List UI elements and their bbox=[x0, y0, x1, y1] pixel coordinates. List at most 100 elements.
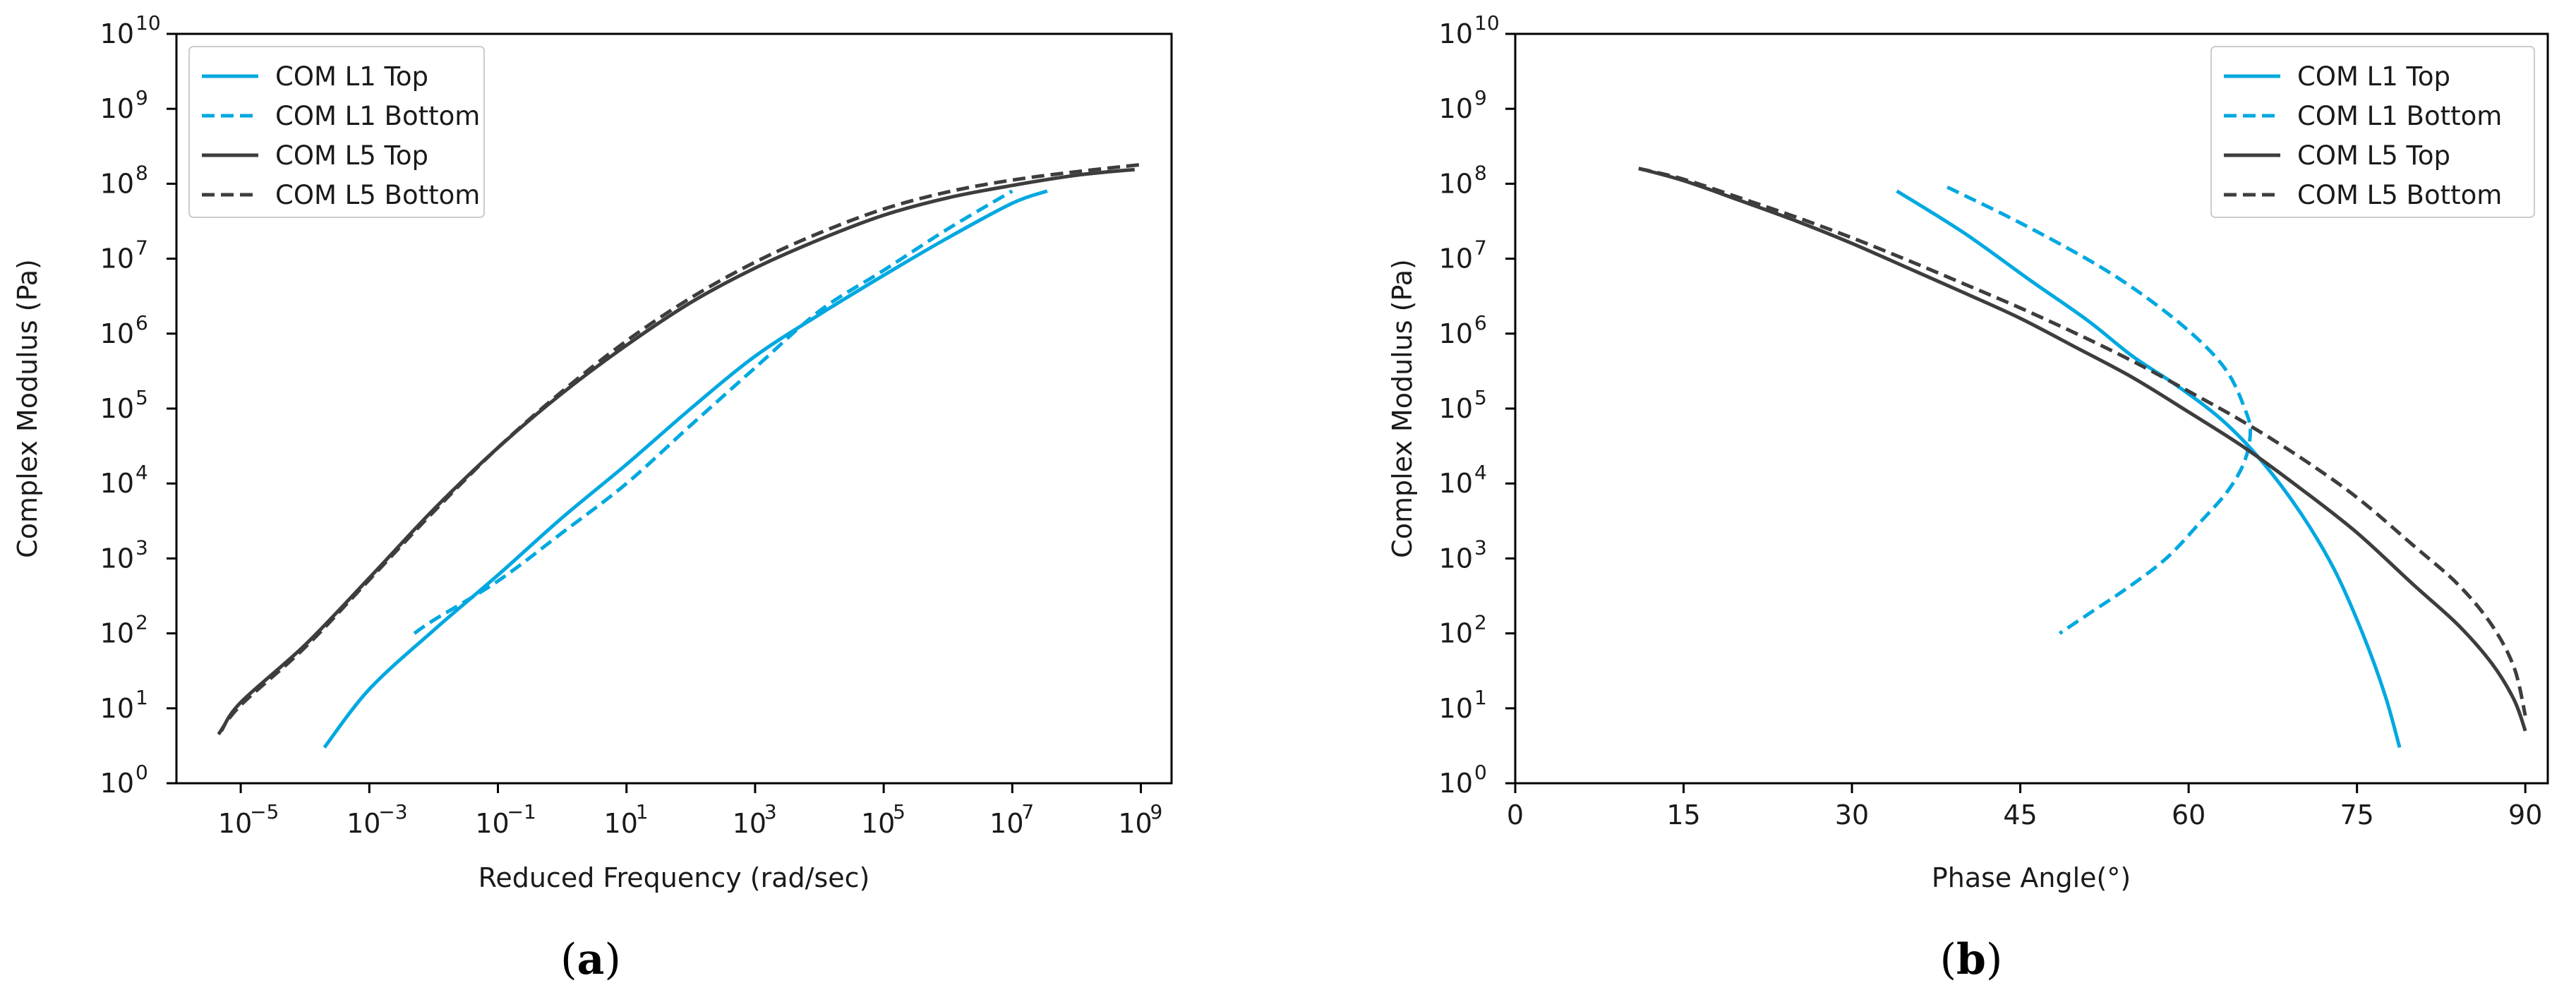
chart-a-legend-label: COM L1 Top bbox=[275, 61, 428, 92]
chart-b-y-tick-exponent: 4 bbox=[1474, 461, 1487, 484]
chart-b-y-tick-exponent: 3 bbox=[1474, 536, 1487, 559]
chart-a-y-tick-exponent: 3 bbox=[136, 536, 148, 559]
chart-b-x-tick-label: 30 bbox=[1835, 799, 1869, 831]
panel-b-letter: b bbox=[1956, 935, 1986, 984]
chart-b-x-tick-label: 75 bbox=[2340, 799, 2373, 831]
chart-a-y-tick-label: 10 bbox=[100, 618, 134, 649]
chart-a-x-tick-label: 10 bbox=[989, 808, 1023, 839]
chart-b-y-tick-label: 10 bbox=[1439, 393, 1473, 424]
chart-b-y-tick-exponent: 10 bbox=[1474, 11, 1500, 35]
chart-b-y-tick-exponent: 1 bbox=[1474, 686, 1487, 709]
chart-a-y-tick-exponent: 9 bbox=[136, 86, 148, 109]
chart-b-legend-label: COM L5 Bottom bbox=[2297, 180, 2502, 210]
chart-b-legend: COM L1 Top COM L1 Bottom COM L5 Top COM L5 … bbox=[2210, 46, 2535, 218]
chart-b-x-tick-label: 45 bbox=[2003, 799, 2037, 831]
chart-a-x-tick-label: 10 bbox=[218, 808, 252, 839]
chart-a-legend-label: COM L1 Bottom bbox=[275, 101, 480, 131]
chart-a-legend: COM L1 Top COM L1 Bottom COM L5 Top COM L5 … bbox=[188, 46, 485, 218]
chart-b-legend-label: COM L1 Bottom bbox=[2297, 101, 2502, 131]
chart-a-x-axis-label: Reduced Frequency (rad/sec) bbox=[479, 862, 870, 893]
chart-b-x-tick-label: 15 bbox=[1666, 799, 1700, 831]
svg-text:(a): (a) bbox=[560, 935, 621, 984]
chart-a-legend-label: COM L5 Top bbox=[275, 140, 428, 171]
chart-a-series-line-2 bbox=[413, 189, 1013, 635]
chart-b-x-tick-label: 0 bbox=[1507, 799, 1524, 831]
chart-a-y-tick-exponent: 10 bbox=[136, 11, 161, 35]
chart-b-x-tick-label: 60 bbox=[2172, 799, 2205, 831]
chart-a-y-tick-label: 10 bbox=[100, 768, 134, 799]
chart-a-y-tick-exponent: 1 bbox=[136, 686, 148, 709]
chart-a-y-axis-label: Complex Modulus (Pa) bbox=[12, 259, 43, 558]
chart-a-y-tick-exponent: 0 bbox=[136, 761, 148, 784]
chart-b-series-line-2 bbox=[1946, 186, 2253, 635]
chart-b-series-layer bbox=[1638, 167, 2527, 748]
chart-a-series-line-1 bbox=[323, 189, 1048, 749]
chart-a-y-tick-exponent: 6 bbox=[136, 311, 148, 334]
chart-a-x-tick-label: 10 bbox=[1118, 808, 1152, 839]
chart-a-legend-label: COM L5 Bottom bbox=[275, 180, 480, 210]
chart-b-y-tick-label: 10 bbox=[1439, 543, 1473, 574]
chart-a-x-tick-exponent: 7 bbox=[1021, 800, 1034, 823]
chart-a-y-tick-exponent: 4 bbox=[136, 461, 148, 484]
chart-a-y-tick-label: 10 bbox=[100, 693, 134, 724]
chart-b-y-tick-label: 10 bbox=[1439, 93, 1473, 124]
chart-a-series-layer bbox=[217, 162, 1141, 749]
panel-a-letter: a bbox=[577, 935, 605, 984]
chart-a-y-tick-label: 10 bbox=[100, 168, 134, 199]
chart-b-y-tick-label: 10 bbox=[1439, 18, 1473, 49]
chart-b-series-line-4 bbox=[1638, 167, 2527, 716]
chart-b-x-tick-label: 90 bbox=[2508, 799, 2542, 831]
chart-a-x-tick-label: 10 bbox=[604, 808, 638, 839]
chart-b-y-tick-label: 10 bbox=[1439, 768, 1473, 799]
chart-a-y-tick-exponent: 2 bbox=[136, 611, 148, 634]
chart-a-y-tick-label: 10 bbox=[100, 93, 134, 124]
chart-a-x-tick-label: 10 bbox=[861, 808, 895, 839]
chart-b-legend-label: COM L1 Top bbox=[2297, 61, 2450, 92]
chart-b-x-axis-label: Phase Angle(°) bbox=[1932, 862, 2131, 893]
chart-b-series-line-1 bbox=[1896, 189, 2402, 748]
chart-a-y-tick-label: 10 bbox=[100, 543, 134, 574]
chart-a-x-tick-exponent: −1 bbox=[507, 800, 536, 823]
chart-a-series-line-3 bbox=[219, 167, 1135, 732]
chart-a-y-tick-label: 10 bbox=[100, 18, 134, 49]
chart-b-y-axis-label: Complex Modulus (Pa) bbox=[1387, 259, 1418, 558]
chart-a-y-tick-exponent: 5 bbox=[136, 386, 148, 409]
chart-b-y-tick-exponent: 0 bbox=[1474, 761, 1487, 784]
chart-b-y-tick-label: 10 bbox=[1439, 618, 1473, 649]
chart-a-y-tick-label: 10 bbox=[100, 243, 134, 274]
chart-b-y-tick-label: 10 bbox=[1439, 243, 1473, 274]
chart-b-y-tick-exponent: 2 bbox=[1474, 611, 1487, 634]
chart-b-y-tick-exponent: 9 bbox=[1474, 86, 1487, 109]
chart-a-x-tick-exponent: 5 bbox=[893, 800, 905, 823]
chart-a-series-line-4 bbox=[217, 162, 1141, 736]
chart-b-y-tick-label: 10 bbox=[1439, 693, 1473, 724]
chart-b-y-tick-label: 10 bbox=[1439, 168, 1473, 199]
chart-b-y-tick-exponent: 7 bbox=[1474, 236, 1487, 260]
chart-a-x-tick-exponent: 1 bbox=[636, 800, 649, 823]
chart-a-x-tick-exponent: 9 bbox=[1150, 800, 1163, 823]
chart-a-y-tick-label: 10 bbox=[100, 318, 134, 349]
chart-b-series-line-3 bbox=[1638, 167, 2527, 732]
chart-a-y-tick-label: 10 bbox=[100, 393, 134, 424]
chart-a-legend-box bbox=[188, 46, 485, 218]
chart-a-x-tick-label: 10 bbox=[733, 808, 766, 839]
chart-a-x-tick-exponent: 3 bbox=[764, 800, 777, 823]
chart-a-y-tick-label: 10 bbox=[100, 468, 134, 499]
chart-b-legend-label: COM L5 Top bbox=[2297, 140, 2450, 171]
chart-b-y-tick-label: 10 bbox=[1439, 318, 1473, 349]
chart-a-x-tick-label: 10 bbox=[475, 808, 509, 839]
chart-b-legend-box bbox=[2210, 46, 2535, 218]
chart-a-x-tick-exponent: −5 bbox=[250, 800, 279, 823]
chart-b-y-tick-exponent: 5 bbox=[1474, 386, 1487, 409]
chart-b-y-tick-label: 10 bbox=[1439, 468, 1473, 499]
chart-b-y-tick-exponent: 8 bbox=[1474, 161, 1487, 184]
svg-text:(b): (b) bbox=[1940, 935, 2003, 984]
chart-a-x-tick-label: 10 bbox=[347, 808, 380, 839]
chart-a-y-tick-exponent: 7 bbox=[136, 236, 148, 260]
chart-b-y-tick-exponent: 6 bbox=[1474, 311, 1487, 334]
